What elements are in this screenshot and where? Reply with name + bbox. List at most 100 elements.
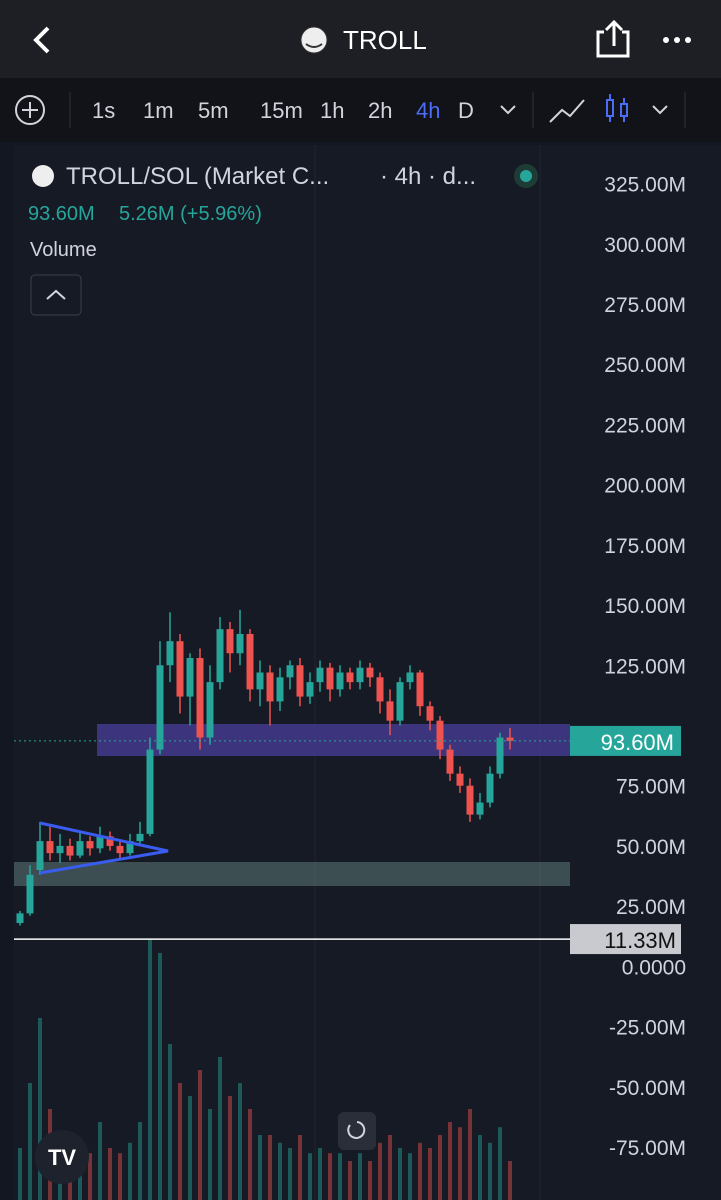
candle-body bbox=[36, 841, 44, 871]
interval-dropdown[interactable] bbox=[500, 105, 516, 115]
candle-body bbox=[336, 672, 344, 690]
interval-button[interactable]: 1m bbox=[143, 98, 174, 123]
volume-bar bbox=[438, 1135, 442, 1200]
title: TROLL bbox=[343, 25, 427, 55]
candle-body bbox=[296, 665, 304, 697]
interval-button[interactable]: 1s bbox=[92, 98, 116, 123]
status-dot bbox=[520, 170, 532, 182]
volume-bar bbox=[278, 1142, 282, 1200]
candle-body bbox=[246, 633, 254, 690]
candles bbox=[16, 609, 514, 926]
legend-interval: · 4h · d... bbox=[380, 163, 476, 190]
interval-button[interactable]: 5m bbox=[198, 98, 229, 123]
reset-icon bbox=[347, 1121, 366, 1139]
price-line-label: 11.33M bbox=[604, 928, 676, 953]
candle-body bbox=[436, 720, 444, 750]
top-bar: TROLL bbox=[0, 0, 721, 78]
candle-body bbox=[26, 874, 34, 914]
candle-body bbox=[256, 672, 264, 690]
add-indicator[interactable] bbox=[15, 95, 45, 125]
volume-bar bbox=[368, 1161, 372, 1200]
candle-body bbox=[196, 658, 204, 738]
candle-body bbox=[406, 672, 414, 683]
chart-type-dropdown[interactable] bbox=[652, 105, 668, 115]
volume-bar bbox=[378, 1142, 382, 1200]
token-icon bbox=[300, 26, 328, 54]
volume-bar bbox=[468, 1109, 472, 1200]
candle-body bbox=[346, 672, 354, 683]
volume-bar bbox=[498, 1127, 502, 1200]
candle-body bbox=[446, 749, 454, 774]
volume-bar bbox=[158, 953, 162, 1200]
candle-body bbox=[326, 667, 334, 690]
volume-bar bbox=[478, 1135, 482, 1200]
candle-body bbox=[236, 633, 244, 654]
candle-body bbox=[416, 672, 424, 707]
share-button[interactable] bbox=[596, 19, 630, 58]
interval-button[interactable]: 15m bbox=[260, 98, 303, 123]
candle-body bbox=[356, 667, 364, 683]
top-icons: TROLL bbox=[33, 19, 691, 58]
candle-body bbox=[456, 773, 464, 786]
reset-button[interactable] bbox=[338, 1112, 376, 1150]
collapse-button[interactable] bbox=[30, 274, 82, 316]
candle-body bbox=[426, 706, 434, 721]
interval-button[interactable]: 1h bbox=[320, 98, 345, 123]
interval-button[interactable]: D bbox=[458, 98, 474, 123]
volume-bar bbox=[208, 1109, 212, 1200]
volume-bar bbox=[18, 1148, 22, 1200]
add-indicator-plus bbox=[22, 102, 38, 118]
candle-body bbox=[496, 737, 504, 774]
volume-bar bbox=[228, 1096, 232, 1200]
volume-bar bbox=[268, 1135, 272, 1200]
back-button[interactable] bbox=[33, 26, 50, 54]
volume-bar bbox=[428, 1148, 432, 1200]
candle-body bbox=[146, 749, 154, 834]
volume-bar bbox=[298, 1135, 302, 1200]
y-tick-label: -25.00M bbox=[609, 1017, 686, 1040]
y-tick-label: -75.00M bbox=[609, 1137, 686, 1160]
candle-body bbox=[276, 677, 284, 702]
candle-body bbox=[386, 701, 394, 721]
volume-bar bbox=[118, 1153, 122, 1200]
candle-body bbox=[466, 785, 474, 815]
volume-bar bbox=[28, 1083, 32, 1200]
volume-bar bbox=[398, 1148, 402, 1200]
volume-bar bbox=[448, 1122, 452, 1200]
volume-bar bbox=[248, 1109, 252, 1200]
interval-button[interactable]: 4h bbox=[416, 98, 441, 123]
legend-change: 5.26M (+5.96%) bbox=[119, 203, 262, 225]
candle-body bbox=[66, 845, 74, 856]
chart-type[interactable] bbox=[606, 94, 628, 122]
y-tick-label: 0.0000 bbox=[622, 956, 686, 979]
candle-body bbox=[166, 641, 174, 666]
more-button[interactable] bbox=[663, 37, 691, 43]
candle-body bbox=[56, 845, 64, 854]
y-tick-label: 250.00M bbox=[604, 354, 686, 377]
volume-bar bbox=[138, 1122, 142, 1200]
candle-body bbox=[216, 629, 224, 683]
volume-bar bbox=[288, 1148, 292, 1200]
volume-bar bbox=[328, 1153, 332, 1200]
volume-bar bbox=[178, 1083, 182, 1200]
interval-button[interactable]: 2h bbox=[368, 98, 393, 123]
volume-bar bbox=[458, 1127, 462, 1200]
volume-bar bbox=[258, 1135, 262, 1200]
volume-bar bbox=[388, 1135, 392, 1200]
drawing-tool[interactable] bbox=[549, 99, 585, 123]
legend-price: 93.60M bbox=[28, 203, 95, 225]
candle-body bbox=[116, 845, 124, 854]
tradingview-logo[interactable] bbox=[35, 1130, 89, 1184]
candle-body bbox=[286, 665, 294, 678]
y-tick-label: 150.00M bbox=[604, 595, 686, 618]
support-zone bbox=[14, 862, 570, 886]
y-tick-label: 75.00M bbox=[616, 776, 686, 799]
volume-bar bbox=[168, 1044, 172, 1200]
resistance-zone bbox=[97, 724, 570, 756]
price-line-badge bbox=[570, 924, 681, 955]
candle-body bbox=[46, 841, 54, 854]
y-tick-label: 175.00M bbox=[604, 535, 686, 558]
candle-body bbox=[476, 802, 484, 815]
candle-body bbox=[86, 841, 94, 849]
